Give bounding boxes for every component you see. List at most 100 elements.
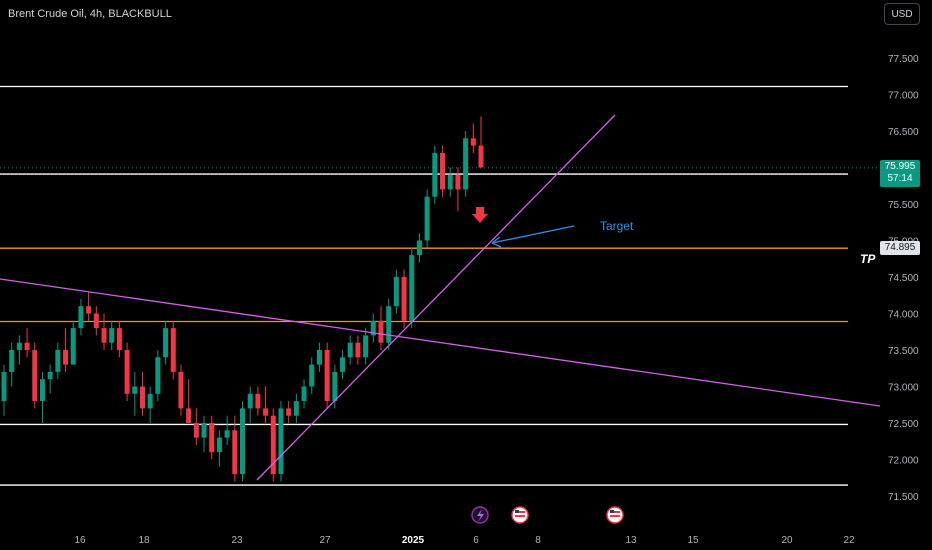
flag-stripe (515, 515, 525, 517)
flag-canton (515, 510, 519, 513)
x-tick-label: 13 (625, 535, 637, 546)
candle-body (386, 306, 392, 343)
candle-body (178, 371, 184, 409)
target-label: Target (600, 219, 634, 233)
y-tick-label: 77.500 (888, 54, 919, 65)
candle-body (109, 328, 115, 343)
y-tick-label: 72.000 (888, 456, 919, 467)
candle-body (101, 328, 107, 343)
candle-body (440, 152, 446, 190)
y-tick-label: 72.500 (888, 419, 919, 430)
bar-countdown: 57:14 (887, 173, 913, 184)
candle-body (86, 306, 92, 314)
candle-body (263, 408, 269, 416)
y-tick-label: 71.500 (888, 492, 919, 503)
candle-body (224, 430, 230, 438)
candle-body (432, 152, 438, 197)
target-arrow-head (491, 236, 502, 248)
flag-stripe (610, 511, 620, 513)
candle-body (232, 430, 238, 475)
candle-body (247, 393, 253, 409)
y-tick-label: 76.500 (888, 127, 919, 138)
candle-body (147, 393, 153, 409)
y-tick-label: 73.500 (888, 346, 919, 357)
x-tick-label: 18 (138, 535, 150, 546)
target-arrow-line (491, 225, 575, 244)
candle-body (270, 415, 276, 475)
current-price-badge: 75.995 57:14 (880, 160, 920, 187)
candle-body (63, 350, 69, 365)
candle-body (93, 313, 99, 329)
candle-body (293, 401, 299, 416)
candle-body (24, 342, 30, 350)
chart-title: Brent Crude Oil, 4h, BLACKBULL (8, 8, 172, 20)
x-tick-label: 6 (473, 535, 479, 546)
candle-body (155, 357, 161, 394)
candle-body (47, 371, 53, 380)
candle-body (39, 379, 45, 402)
candle-body (16, 342, 22, 350)
candle-body (355, 342, 361, 358)
x-tick-label: 27 (319, 535, 331, 546)
x-tick-label: 2025 (402, 535, 425, 546)
candle-body (478, 145, 484, 168)
y-tick-label: 75.500 (888, 200, 919, 211)
candle-body (1, 371, 7, 402)
ascending-trendline (256, 114, 616, 481)
candle-body (170, 328, 176, 372)
candle-body (201, 423, 207, 438)
candle-body (209, 423, 215, 453)
candle-body (286, 408, 292, 416)
candle-body (32, 350, 38, 402)
candle-body (316, 350, 322, 365)
candle-body (370, 320, 376, 336)
candle-body (278, 408, 284, 475)
candle-body (55, 350, 61, 372)
candle-body (301, 386, 307, 402)
x-tick-label: 23 (231, 535, 243, 546)
flag-stripe (610, 515, 620, 517)
level-price-badge: 74.895 (880, 241, 920, 255)
candle-body (70, 328, 76, 365)
sell-signal-arrow-icon (472, 207, 488, 223)
candle-body (393, 277, 399, 307)
candle-body (409, 255, 415, 321)
candle-body (378, 320, 384, 343)
current-price-value: 75.995 (884, 161, 916, 172)
candle-body (332, 371, 338, 402)
flag-stripe (515, 511, 525, 513)
y-tick-label: 74.000 (888, 310, 919, 321)
candle-body (416, 240, 422, 256)
candle-body (255, 393, 261, 409)
descending-trendline (0, 278, 881, 407)
candle-body (163, 328, 169, 358)
candle-body (216, 437, 222, 453)
tp-label: TP (860, 252, 876, 266)
candle-body (78, 306, 84, 329)
candle-body (363, 335, 369, 358)
y-tick-label: 77.000 (888, 91, 919, 102)
x-tick-label: 22 (843, 535, 855, 546)
candle-body (9, 350, 15, 372)
candle-body (463, 138, 469, 190)
flag-canton (610, 510, 614, 513)
candle-body (309, 364, 315, 387)
candle-body (116, 328, 122, 350)
candle-body (455, 174, 461, 190)
candle-body (470, 138, 476, 146)
y-tick-label: 73.000 (888, 383, 919, 394)
candle-body (424, 196, 430, 241)
candle-body (186, 408, 192, 423)
candle-body (447, 174, 453, 190)
candle-body (132, 386, 138, 394)
lightning-icon (477, 509, 484, 522)
currency-button[interactable]: USD (884, 3, 920, 25)
candle-body (340, 357, 346, 372)
candle-body (139, 386, 145, 409)
candle-body (401, 277, 407, 321)
candle-body (193, 423, 199, 438)
x-tick-label: 8 (535, 535, 541, 546)
candle-body (347, 342, 353, 358)
candle-body (324, 350, 330, 402)
